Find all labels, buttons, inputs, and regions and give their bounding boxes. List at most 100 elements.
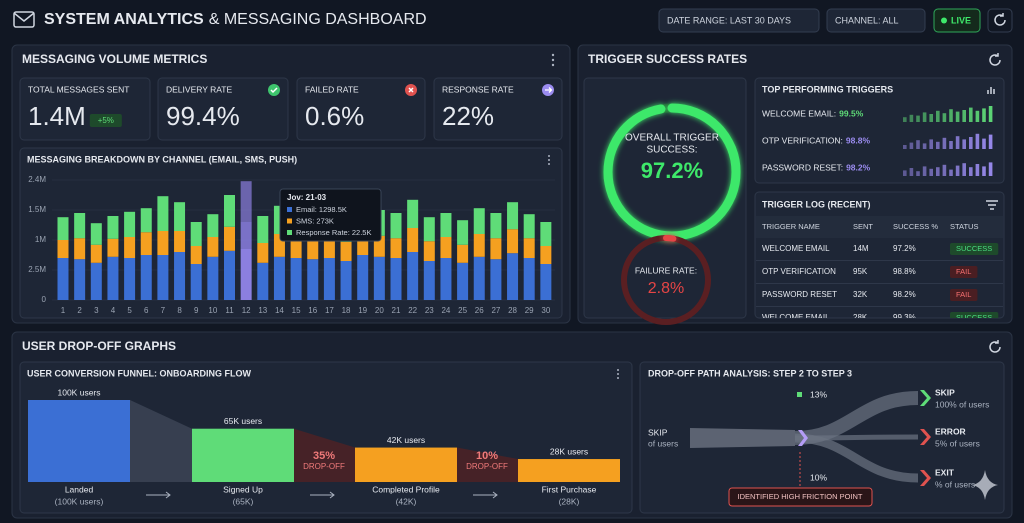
mail-icon	[13, 11, 35, 28]
cell: 97.2%	[893, 244, 916, 253]
spark-bar	[949, 169, 953, 176]
x-tick-label: 21	[392, 306, 401, 315]
spark-bar	[936, 141, 940, 149]
stage-label: Signed Up	[223, 484, 263, 494]
bar-segment	[407, 228, 419, 252]
trigger-rate: 98.8%	[846, 135, 871, 145]
spark-bar	[936, 167, 940, 176]
funnel-bar	[28, 400, 130, 482]
bar-segment	[507, 202, 519, 230]
spark-bar	[988, 134, 993, 149]
spark-bar	[988, 106, 993, 122]
drop-label: DROP-OFF	[466, 462, 508, 471]
kebabs[interactable]	[548, 53, 619, 379]
bar-segment	[57, 217, 69, 240]
bar-segment	[190, 264, 202, 300]
spark-bar	[982, 108, 986, 122]
bar-segment	[124, 258, 136, 300]
cell: 98.2%	[893, 290, 916, 299]
bar-segment	[157, 231, 169, 255]
tooltip-swatch	[287, 218, 292, 224]
spark-bar	[942, 164, 947, 176]
chart-title: MESSAGING BREAKDOWN BY CHANNEL (EMAIL, S…	[27, 154, 297, 164]
channel-select[interactable]	[826, 8, 926, 33]
spark-bar	[949, 141, 953, 149]
card-title: TOP PERFORMING TRIGGERS	[762, 84, 893, 94]
spark-bar	[955, 111, 960, 122]
refresh-icon[interactable]	[989, 53, 1001, 66]
funnel-bar	[518, 459, 620, 482]
kpi-label: TOTAL MESSAGES SENT	[28, 84, 129, 94]
drop-pct: 35%	[313, 450, 335, 462]
cell: OTP VERIFICATION	[762, 267, 836, 276]
card	[583, 77, 747, 319]
tooltip-title: Jov: 21-03	[287, 193, 327, 202]
flow-pct: 10%	[810, 472, 827, 482]
status-pill	[950, 266, 978, 278]
bar-segment	[373, 256, 385, 300]
bar-segment	[57, 258, 69, 300]
spark-bar	[903, 170, 907, 176]
callout-box	[728, 487, 873, 507]
tooltip	[279, 188, 382, 242]
target-chevron	[920, 470, 931, 486]
spark-bar	[955, 136, 960, 149]
bar-segment	[207, 214, 219, 237]
x-tick-label: 10	[208, 306, 217, 315]
filter-icon[interactable]	[986, 200, 998, 210]
kpi-label: DELIVERY RATE	[166, 84, 232, 94]
bar-segment	[473, 256, 485, 300]
trigger-rate: 98.2%	[846, 162, 871, 172]
card	[296, 77, 426, 141]
y-tick-label: 0	[42, 295, 47, 304]
gauge-label: SUCCESS:	[646, 145, 697, 156]
refresh-icon[interactable]	[994, 13, 1006, 26]
target-name: ERROR	[935, 426, 966, 436]
spark-bar	[942, 137, 947, 149]
funnel-bar	[192, 428, 294, 482]
mail-icon	[13, 12, 35, 22]
bar-segment	[140, 255, 152, 300]
spark-bar	[969, 107, 973, 122]
x-tick-label: 6	[144, 306, 149, 315]
x-tick-label: 13	[258, 306, 267, 315]
status-badge: SUCCESS	[956, 313, 992, 322]
card-title: TRIGGER LOG (RECENT)	[762, 199, 871, 209]
bar-segment	[457, 220, 469, 245]
bar-segment	[257, 216, 269, 243]
refresh-button[interactable]	[987, 8, 1013, 33]
refresh-icon[interactable]	[989, 340, 1001, 353]
bar-segment	[523, 214, 535, 239]
cell: 95K	[853, 267, 868, 276]
spark-bar	[929, 139, 933, 149]
source-band	[690, 428, 795, 448]
highlighted-bar-segment	[240, 249, 252, 300]
bar-segment	[140, 232, 152, 255]
stage-sub: (28K)	[559, 496, 580, 506]
kpi-value: 1.4M	[28, 101, 86, 131]
kpi-icons	[268, 84, 998, 500]
bar-segment	[423, 217, 435, 242]
spark-bar	[922, 143, 927, 149]
x-tick-label: 18	[342, 306, 351, 315]
status-pill	[950, 243, 999, 255]
bar-segment	[390, 238, 402, 258]
column-header: SUCCESS %	[893, 222, 938, 231]
target-sub: 5% of users	[935, 438, 980, 448]
bar-segment	[190, 222, 202, 246]
x-tick-label: 1	[61, 306, 66, 315]
bar-segment	[440, 258, 452, 300]
bar-segment	[540, 246, 552, 264]
x-tick-label: 28	[508, 306, 517, 315]
spark-bar	[916, 140, 920, 149]
chart-icon	[987, 87, 995, 94]
funnel-connector	[130, 400, 192, 482]
spark-bar	[988, 162, 993, 176]
cell: 32K	[853, 290, 868, 299]
bar-segment	[224, 226, 235, 251]
funnel-value: 42K users	[387, 435, 425, 445]
date-range-select[interactable]	[658, 8, 820, 33]
trigger-rate: 99.5%	[839, 108, 864, 118]
spark-bar	[909, 114, 914, 122]
bar-segment	[540, 264, 552, 300]
